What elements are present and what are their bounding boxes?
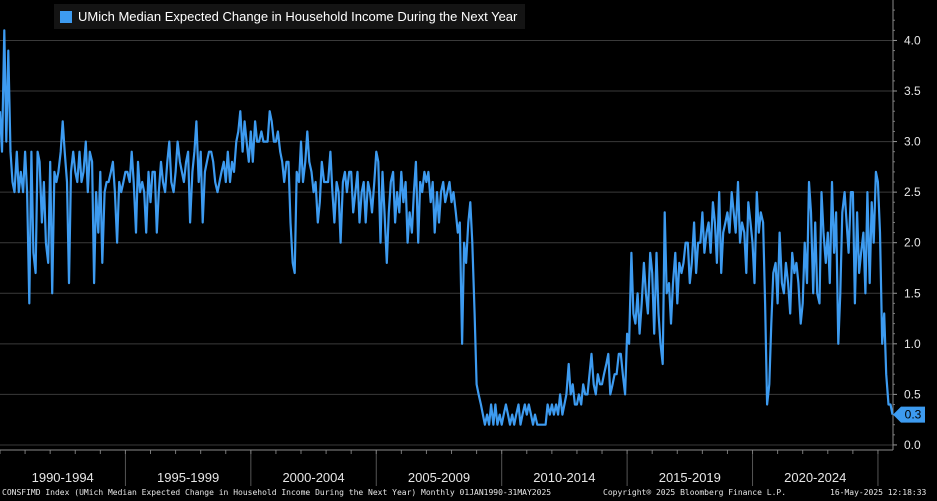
y-tick-label: 2.0	[904, 236, 921, 250]
y-tick-label: 3.0	[904, 135, 921, 149]
y-tick-label: 1.5	[904, 286, 921, 300]
x-tick-label: 2000-2004	[282, 470, 344, 485]
footer-copyright: Copyright® 2025 Bloomberg Finance L.P.	[603, 488, 787, 497]
footer: CONSFIMD Index (UMich Median Expected Ch…	[0, 487, 937, 501]
series-group	[0, 29, 894, 426]
x-tick-label: 2015-2019	[659, 470, 721, 485]
legend: UMich Median Expected Change in Househol…	[54, 4, 526, 29]
x-tick-label: 1995-1999	[157, 470, 219, 485]
y-tick-label: 3.5	[904, 84, 921, 98]
y-tick-label: 0.0	[904, 438, 921, 452]
y-tick-label: 4.0	[904, 33, 921, 47]
last-value-tag	[893, 406, 925, 423]
last-value-label: 0.3	[905, 408, 922, 422]
x-tick-label: 2020-2024	[784, 470, 846, 485]
legend-swatch	[60, 10, 72, 23]
y-tick-label: 0.5	[904, 387, 921, 401]
last-value-group: 0.3	[893, 406, 925, 423]
y-axis-tick-labels: 0.0 0.5 1.0 1.5 2.0 2.5 3.0 3.5 4.0	[893, 9, 921, 452]
y-tick-label: 2.5	[904, 185, 921, 199]
axes	[0, 0, 894, 451]
series-line-household-income	[0, 29, 894, 426]
x-tick-label: 1990-1994	[32, 470, 94, 485]
x-tick-label: 2010-2014	[533, 470, 595, 485]
legend-label: UMich Median Expected Change in Househol…	[78, 9, 518, 24]
x-tick-label: 2005-2009	[408, 470, 470, 485]
y-tick-label: 1.0	[904, 337, 921, 351]
grid-lines	[0, 39, 893, 446]
x-axis-category-labels: 1990-1994 1995-1999 2000-2004 2005-2009 2010…	[0, 450, 879, 486]
footer-source: CONSFIMD Index (UMich Median Expected Ch…	[2, 488, 552, 497]
footer-timestamp: 16-May-2025 12:18:33	[830, 488, 927, 497]
